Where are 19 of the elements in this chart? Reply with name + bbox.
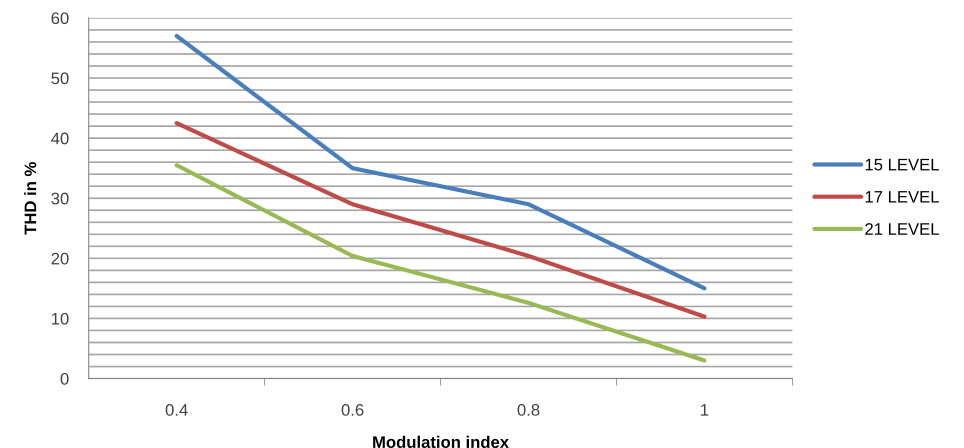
line-series	[174, 34, 707, 290]
x-tick-label: 1	[701, 404, 708, 416]
y-axis-title: THD in %	[24, 162, 36, 235]
x-tick-label: 0.8	[518, 404, 540, 416]
y-tick-label: 10	[52, 312, 69, 325]
legend-label: 21 LEVEL	[865, 223, 939, 235]
line-series	[174, 121, 707, 319]
y-tick-label: 30	[51, 192, 69, 204]
legend-label: 15 LEVEL	[866, 158, 939, 171]
legend-label: 17 LEVEL	[866, 191, 939, 203]
x-axis-title: Modulation index	[373, 436, 509, 448]
x-tick-label: 0.6	[342, 404, 364, 416]
y-tick-label: 0	[60, 372, 69, 385]
y-tick-label: 60	[52, 12, 69, 24]
line-series	[174, 163, 707, 363]
y-tick-label: 50	[51, 72, 69, 84]
x-tick-label: 0.4	[166, 404, 188, 416]
y-tick-label: 40	[51, 132, 69, 144]
y-tick-label: 20	[52, 252, 69, 265]
